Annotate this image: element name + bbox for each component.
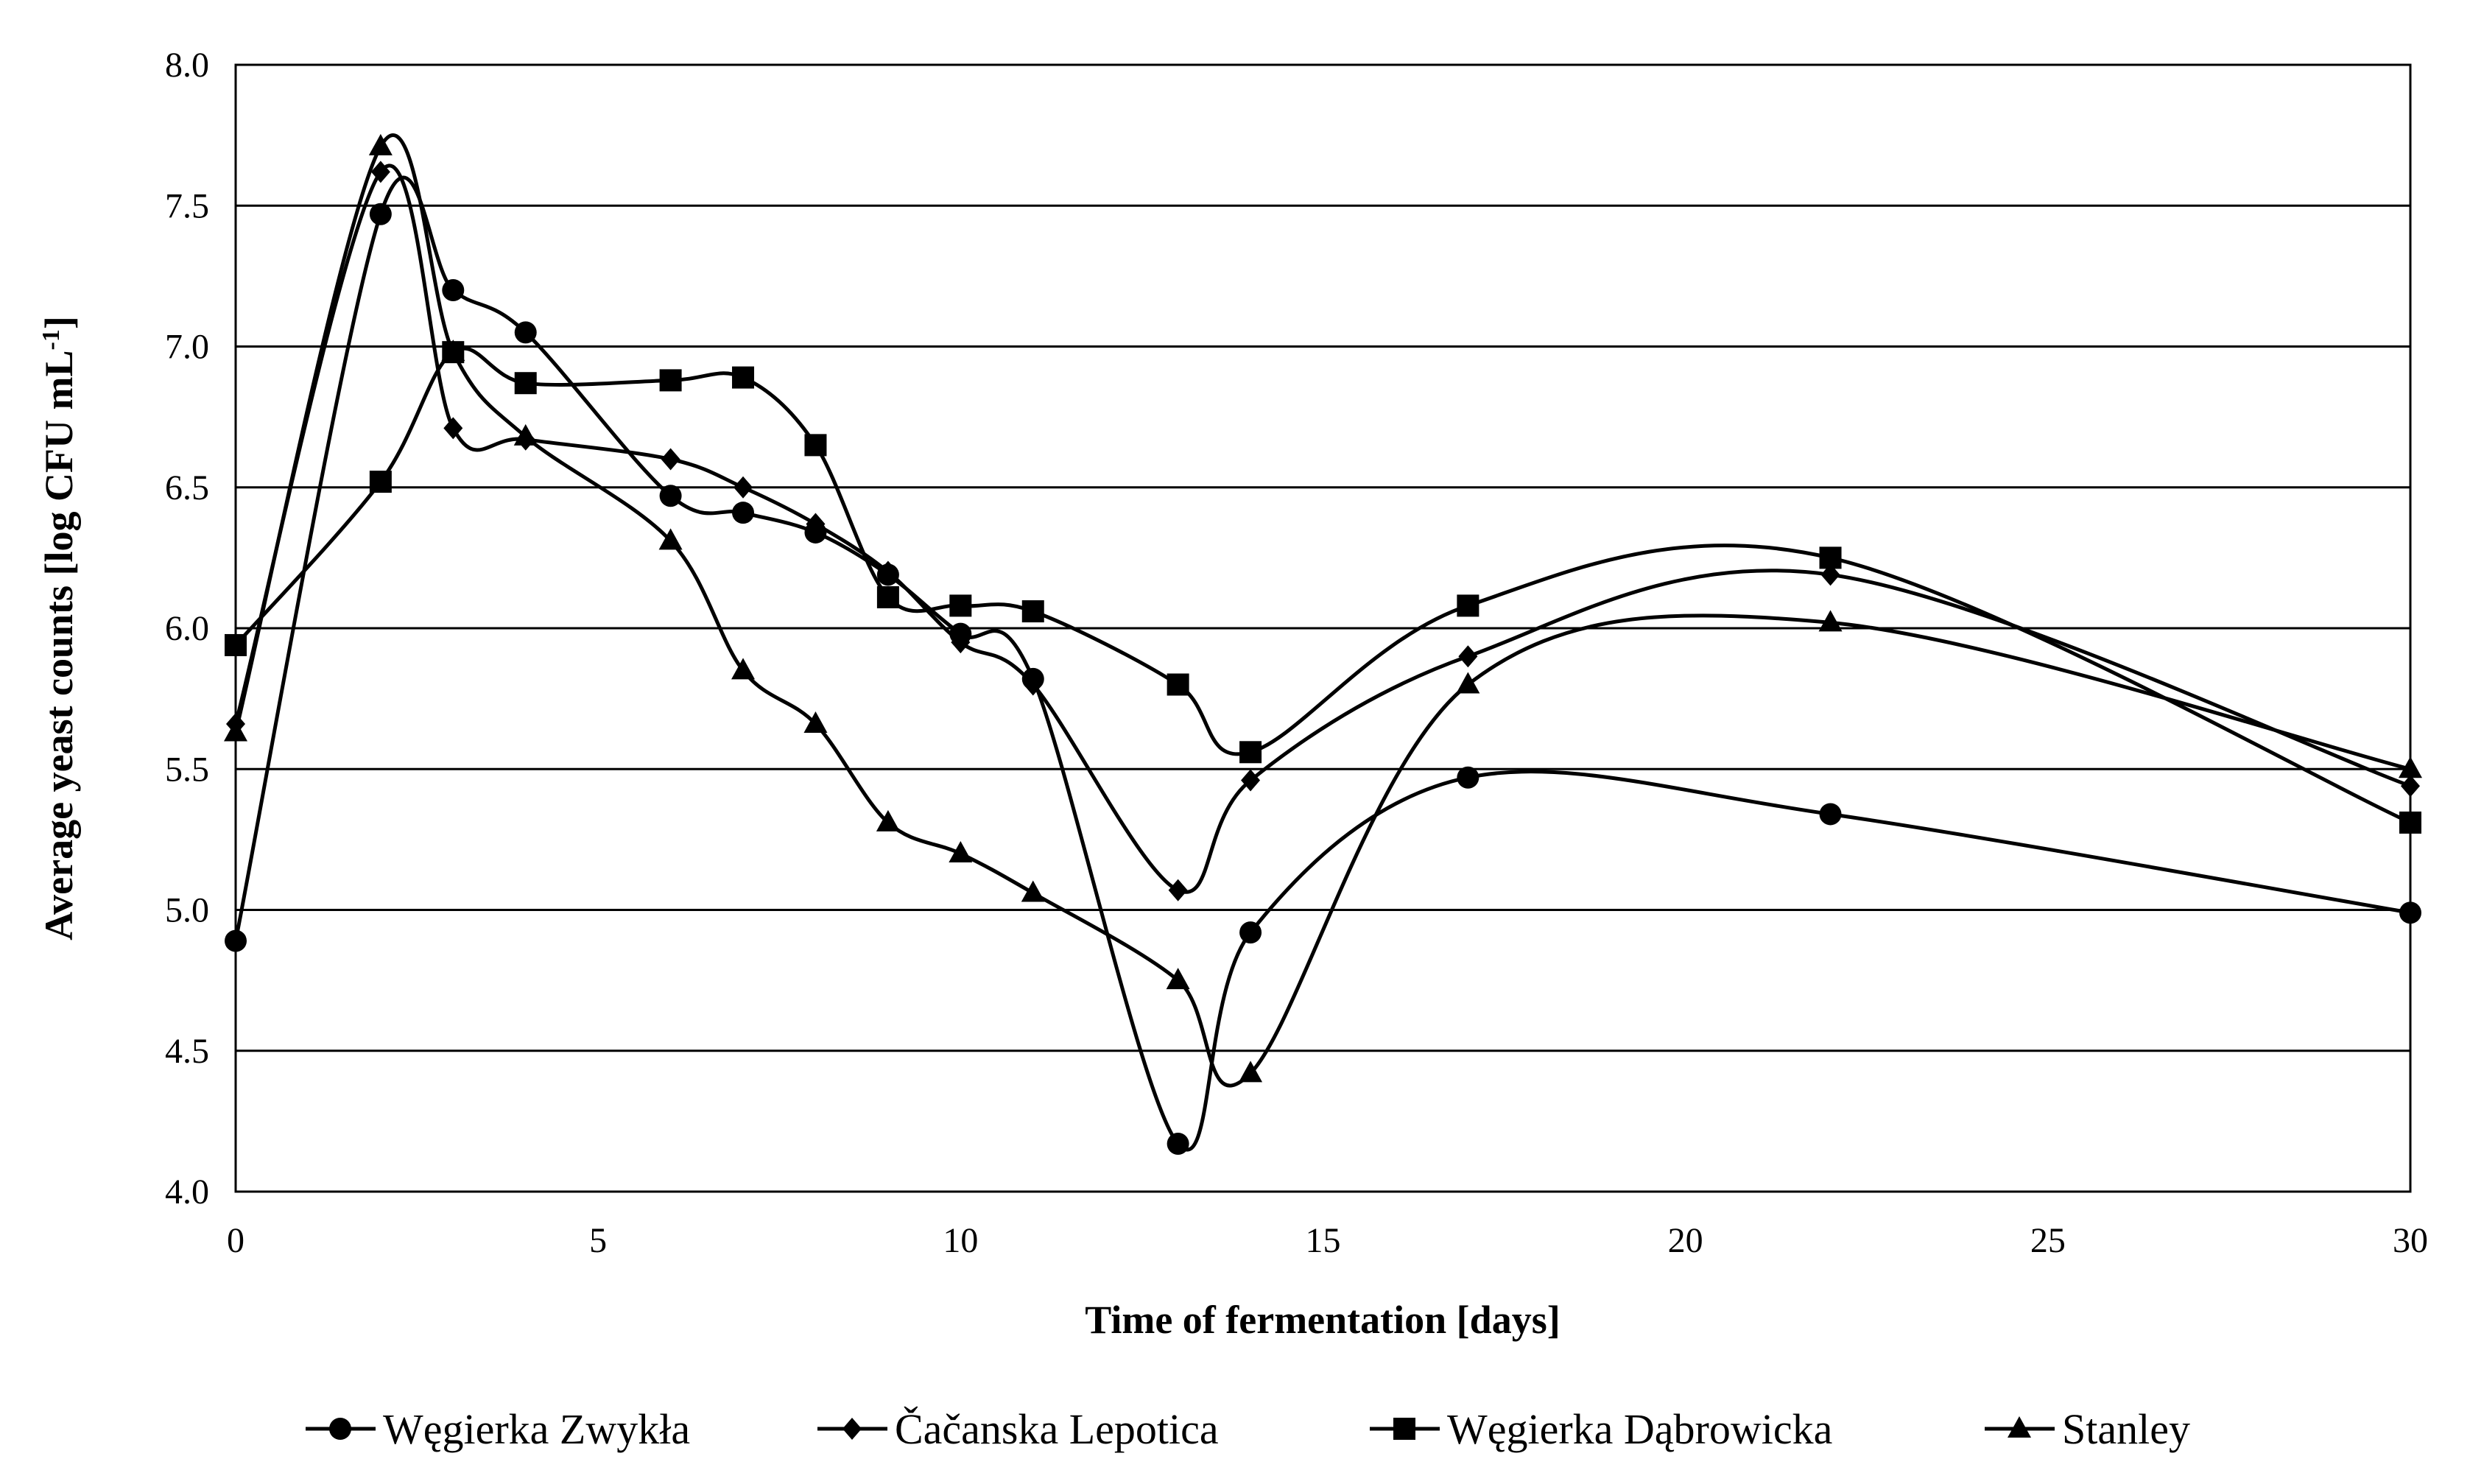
y-axis-title-main: Average yeast counts [log CFU mL (37, 350, 81, 940)
legend-marker-square (1393, 1418, 1415, 1440)
data-point-triangle (368, 133, 393, 155)
data-point-diamond (1241, 769, 1261, 792)
data-point-triangle (1818, 610, 1843, 632)
data-point-circle (1457, 766, 1479, 789)
x-tick-label: 5 (589, 1221, 607, 1260)
data-point-diamond (806, 513, 826, 535)
series-lines (224, 133, 2422, 1155)
data-point-square (1167, 673, 1189, 696)
data-point-circle (659, 485, 682, 507)
data-point-square (1819, 546, 1842, 569)
series-line (233, 163, 2411, 894)
y-tick-label: 5.0 (165, 891, 209, 930)
data-point-circle (514, 321, 537, 344)
data-point-square (804, 434, 827, 457)
legend-item: Čačanska Lepotica (817, 1405, 1219, 1453)
data-point-diamond (878, 560, 898, 583)
data-point-circle (2399, 901, 2421, 924)
x-tick-label: 0 (227, 1221, 244, 1260)
legend-marker-triangle (2008, 1416, 2031, 1438)
data-point-triangle (949, 841, 973, 862)
y-tick-label: 4.5 (165, 1032, 209, 1071)
data-point-square (1021, 600, 1044, 623)
y-tick-label: 7.5 (165, 186, 209, 225)
data-point-square (225, 633, 247, 656)
x-axis-tick-labels: 0 5 10 15 20 25 30 (227, 1221, 2428, 1260)
data-point-circle (1167, 1132, 1189, 1155)
y-tick-label: 7.0 (165, 328, 209, 367)
y-tick-label: 5.5 (165, 750, 209, 789)
legend-label: Węgierka Dąbrowicka (1447, 1405, 1832, 1453)
data-point-triangle (1456, 672, 1480, 694)
data-point-triangle (1239, 1061, 1263, 1083)
series-2 (225, 341, 2421, 834)
data-point-triangle (731, 658, 756, 680)
data-point-square (514, 372, 537, 395)
x-tick-label: 25 (2030, 1221, 2066, 1260)
data-point-triangle (803, 711, 828, 734)
x-tick-label: 30 (2393, 1221, 2428, 1260)
data-point-diamond (370, 161, 390, 183)
data-point-triangle (224, 720, 247, 742)
data-point-triangle (876, 809, 900, 831)
x-tick-label: 10 (943, 1221, 978, 1260)
data-point-diamond (733, 476, 753, 499)
series-line (233, 133, 2411, 1088)
y-axis-title-superscript: -1 (38, 329, 65, 350)
series-3 (224, 133, 2422, 1088)
legend-label: Čačanska Lepotica (895, 1405, 1219, 1453)
data-point-triangle (441, 340, 465, 362)
data-point-circle (369, 203, 392, 225)
data-point-square (2399, 811, 2421, 834)
data-point-diamond (2401, 775, 2420, 798)
data-point-triangle (1021, 880, 1045, 902)
data-point-square (876, 585, 899, 608)
data-point-diamond (661, 448, 680, 471)
data-point-diamond (1168, 879, 1188, 901)
data-point-square (369, 471, 392, 493)
data-point-circle (1239, 921, 1262, 944)
data-point-triangle (1166, 968, 1190, 990)
legend-label: Węgierka Zwykła (383, 1405, 690, 1453)
y-tick-label: 8.0 (165, 46, 209, 85)
y-axis-title: Average yeast counts [log CFU mL-1] (37, 316, 81, 940)
x-tick-label: 15 (1306, 1221, 1341, 1260)
legend-item: Stanley (1985, 1405, 2190, 1453)
legend-item: Węgierka Dąbrowicka (1370, 1405, 1832, 1453)
x-tick-label: 20 (1668, 1221, 1703, 1260)
data-point-circle (1819, 803, 1842, 826)
data-point-circle (225, 929, 247, 952)
data-point-square (659, 369, 682, 392)
data-point-triangle (2399, 756, 2422, 778)
y-axis-title-close: ] (37, 316, 81, 329)
data-point-square (949, 594, 972, 617)
data-point-circle (442, 279, 465, 301)
data-point-square (1239, 741, 1262, 764)
data-point-triangle (658, 528, 683, 550)
plot-area-frame (234, 63, 2412, 1193)
data-point-square (1457, 594, 1479, 617)
data-point-diamond (443, 417, 463, 440)
data-point-square (732, 366, 755, 389)
data-point-diamond (1458, 645, 1478, 668)
x-axis-title: Time of fermentation [days] (1085, 1298, 1560, 1342)
legend-item: Węgierka Zwykła (306, 1405, 690, 1453)
data-point-diamond (1820, 563, 1840, 586)
legend-marker-diamond (842, 1418, 862, 1440)
legend-label: Stanley (2062, 1405, 2190, 1453)
y-tick-label: 6.5 (165, 468, 209, 507)
data-point-triangle (513, 423, 538, 446)
series-1 (226, 161, 2420, 901)
legend: Węgierka Zwykła Čačanska Lepotica Węgierka… (306, 1405, 2190, 1453)
y-axis-tick-labels: 4.0 4.5 5.0 5.5 6.0 6.5 7.0 7.5 8.0 (165, 46, 209, 1212)
data-point-diamond (1023, 673, 1043, 696)
data-point-diamond (951, 631, 971, 654)
data-point-circle (732, 502, 755, 524)
y-tick-label: 6.0 (165, 609, 209, 648)
legend-marker-circle (329, 1418, 351, 1440)
y-tick-label: 4.0 (165, 1172, 209, 1212)
